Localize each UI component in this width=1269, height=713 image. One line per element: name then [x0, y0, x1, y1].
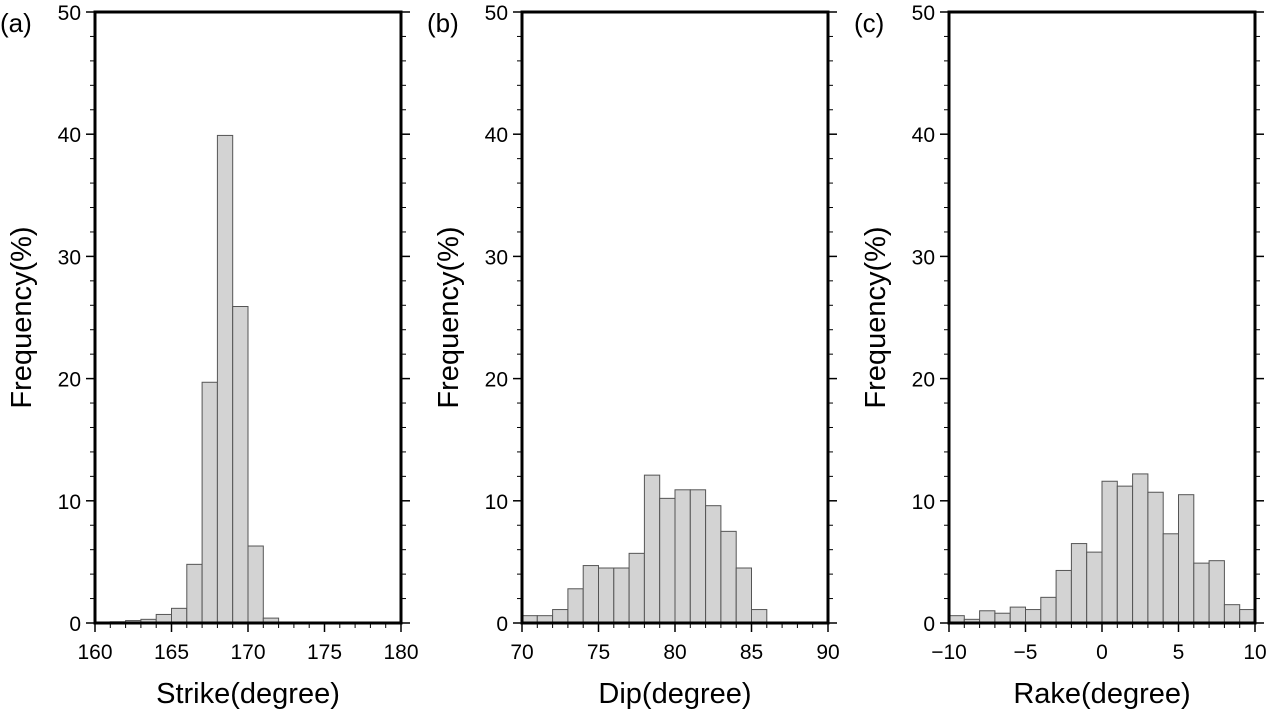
panel-c-bar-10 [1101, 480, 1118, 624]
panel-a-bars [109, 134, 280, 624]
panel-b-bar-13 [720, 530, 737, 624]
panel-b-x-tick-label-2: 80 [663, 641, 686, 664]
panel-c-frame [947, 10, 1257, 625]
panel-b-y-tick-label-5: 50 [485, 2, 508, 25]
panel-c-bar-12 [1132, 473, 1149, 624]
panel-b-bar-6 [613, 567, 630, 624]
panel-c-x-tick-label-0: −10 [931, 641, 967, 664]
panel-b-x-axis-title: Dip(degree) [598, 678, 751, 710]
panel-a-frame [93, 10, 403, 625]
panel-a-x-tick-label-3: 175 [307, 641, 342, 664]
panel-a-bar-5 [186, 563, 203, 624]
panel-a-x-tick-label-2: 170 [230, 641, 265, 664]
panel-c-bars [948, 473, 1256, 624]
panel-c-y-tick-label-5: 50 [912, 2, 935, 25]
panel-a-y-axis-title: Frequency(%) [6, 226, 38, 408]
panel-a-x-tick-label-4: 180 [383, 641, 418, 664]
panel-a-y-tick-label-1: 10 [58, 491, 81, 514]
panel-b-bar-10 [674, 489, 691, 624]
panel-c-bar-6 [1040, 596, 1057, 624]
panel-a-y-tick-label-3: 30 [58, 246, 81, 269]
panel-c-bar-5 [1025, 609, 1042, 624]
panel-c-x-tick-label-2: 0 [1096, 641, 1108, 664]
panel-b-frame [520, 10, 830, 625]
panel-c-x-tick-label-4: 10 [1243, 641, 1266, 664]
panel-b-label: (b) [427, 8, 459, 38]
panel-a-y-tick-label-0: 0 [69, 613, 81, 636]
panel-b-y-tick-label-1: 10 [485, 491, 508, 514]
panel-c-bar-2 [979, 610, 996, 624]
panel-b-bar-15 [751, 609, 768, 624]
panel-b-bar-7 [628, 552, 645, 624]
panel-b-bars [521, 474, 768, 624]
panel-c-x-axis-title: Rake(degree) [1013, 678, 1190, 710]
panel-c-bar-13 [1147, 491, 1164, 624]
panel-b-bar-11 [689, 489, 707, 624]
panel-b-bar-12 [705, 505, 722, 624]
panel-a-bar-8 [232, 306, 249, 624]
panel-a-x-tick-label-0: 160 [77, 641, 112, 664]
panel-c-y-tick-label-4: 40 [912, 124, 935, 147]
panel-b-x-tick-label-4: 90 [816, 641, 839, 664]
panel-b-bar-3 [567, 588, 584, 624]
panel-a: 160 165 170 175 180 0 10 20 30 40 50 (a) Strike(de… [0, 2, 419, 710]
panel-a-bar-7 [216, 134, 234, 624]
panel-a-x-axis-title: Strike(degree) [156, 678, 340, 710]
panel-c-label: (c) [854, 8, 884, 38]
panel-c-bar-19 [1239, 609, 1256, 624]
panel-a-bar-6 [201, 381, 218, 624]
panel-c-bar-16 [1193, 562, 1210, 624]
panel-c-bar-7 [1055, 569, 1072, 624]
panel-c-bar-11 [1116, 485, 1134, 624]
panel-b: 70 75 80 85 90 0 10 20 30 40 50 (b) Dip(degree) Fr… [427, 2, 840, 710]
panel-a-y-tick-label-4: 40 [58, 124, 81, 147]
panel-b-y-tick-label-0: 0 [496, 613, 508, 636]
panel-c-bar-4 [1009, 606, 1027, 624]
panel-a-bar-4 [171, 607, 188, 624]
panel-a-label: (a) [0, 8, 32, 38]
panel-b-y-tick-label-2: 20 [485, 369, 508, 392]
panel-b-y-tick-label-3: 30 [485, 246, 508, 269]
panel-b-bar-2 [552, 609, 569, 624]
panel-a-y-tick-label-5: 50 [58, 2, 81, 25]
panel-c-bar-18 [1223, 604, 1241, 624]
panel-c-bar-15 [1178, 494, 1195, 624]
panel-b-bar-4 [582, 565, 600, 624]
panel-b-bar-5 [598, 567, 615, 624]
panel-a-bar-9 [247, 545, 264, 624]
panel-a-x-tick-label-1: 165 [154, 641, 189, 664]
panel-b-y-axis-title: Frequency(%) [433, 226, 465, 408]
panel-c-bar-9 [1086, 551, 1103, 624]
panel-c-y-axis-title: Frequency(%) [860, 226, 892, 408]
panel-c-x-tick-label-3: 5 [1173, 641, 1185, 664]
panel-c-y-tick-label-1: 10 [912, 491, 935, 514]
panel-b-bar-9 [659, 497, 676, 624]
panel-b-bar-14 [735, 567, 753, 624]
panel-c: −10 −5 0 5 10 0 10 20 30 40 50 (c) Rake(degree) Fr… [854, 2, 1267, 710]
panel-c-bar-14 [1162, 533, 1179, 624]
panel-b-bar-8 [643, 474, 661, 624]
panel-b-x-tick-label-0: 70 [510, 641, 533, 664]
panel-c-bar-17 [1208, 560, 1225, 624]
panel-c-y-tick-label-0: 0 [923, 613, 935, 636]
panel-c-bar-8 [1070, 543, 1088, 624]
panel-b-x-tick-label-3: 85 [740, 641, 763, 664]
panel-c-y-tick-label-3: 30 [912, 246, 935, 269]
panel-b-x-tick-label-1: 75 [587, 641, 610, 664]
panel-c-y-tick-label-2: 20 [912, 369, 935, 392]
panel-a-y-tick-label-2: 20 [58, 369, 81, 392]
panel-c-x-tick-label-1: −5 [1014, 641, 1038, 664]
panel-b-y-tick-label-4: 40 [485, 124, 508, 147]
